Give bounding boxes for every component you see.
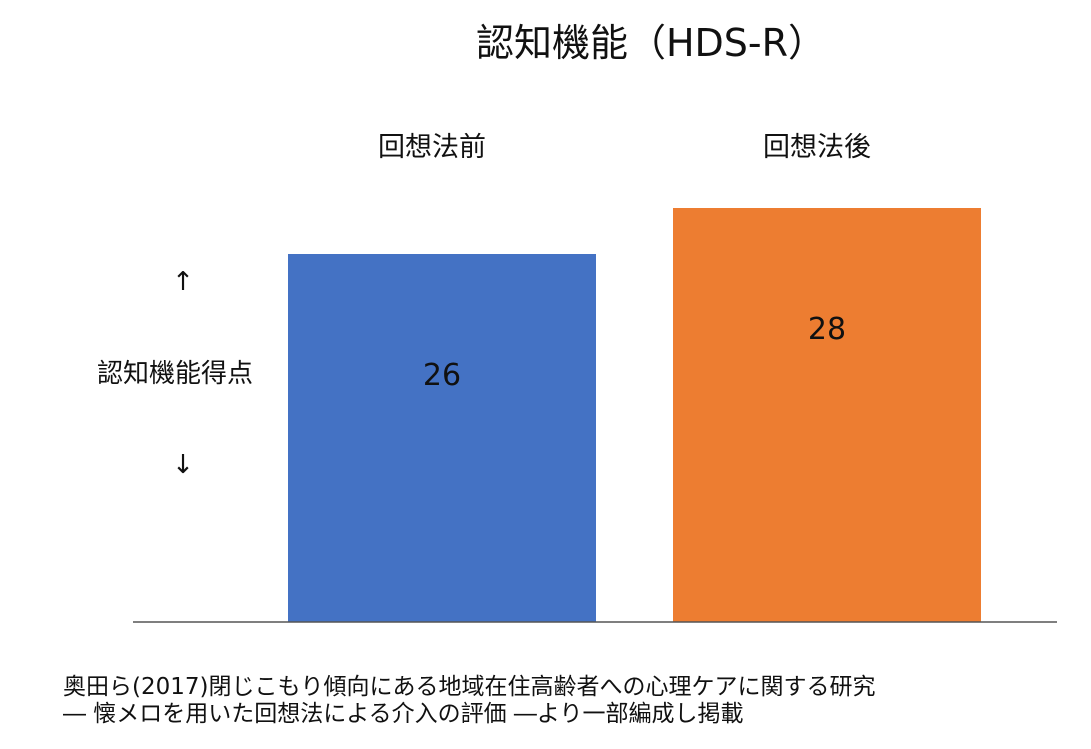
data-label-1: 26 xyxy=(423,358,461,393)
bar-1 xyxy=(288,254,596,622)
category-label-1: 回想法前 xyxy=(378,132,486,163)
source-line-1: 奥田ら(2017)閉じこもり傾向にある地域在住高齢者への心理ケアに関する研究 xyxy=(63,674,876,700)
y-axis-arrow-up: ↑ xyxy=(172,267,194,297)
chart-marks: 回想法前 26 回想法後 28 xyxy=(288,132,981,622)
y-axis-label: 認知機能得点 xyxy=(96,359,253,389)
data-label-2: 28 xyxy=(808,312,846,347)
category-label-2: 回想法後 xyxy=(763,132,871,163)
bar-2 xyxy=(673,208,981,622)
source-line-2: ― 懐メロを用いた回想法による介入の評価 ―より一部編成し掲載 xyxy=(63,701,744,727)
y-axis-arrow-down: ↓ xyxy=(172,450,194,480)
source-citation: 奥田ら(2017)閉じこもり傾向にある地域在住高齢者への心理ケアに関する研究 ―… xyxy=(63,674,1073,728)
chart-title: 認知機能（HDS-R） xyxy=(475,21,827,65)
